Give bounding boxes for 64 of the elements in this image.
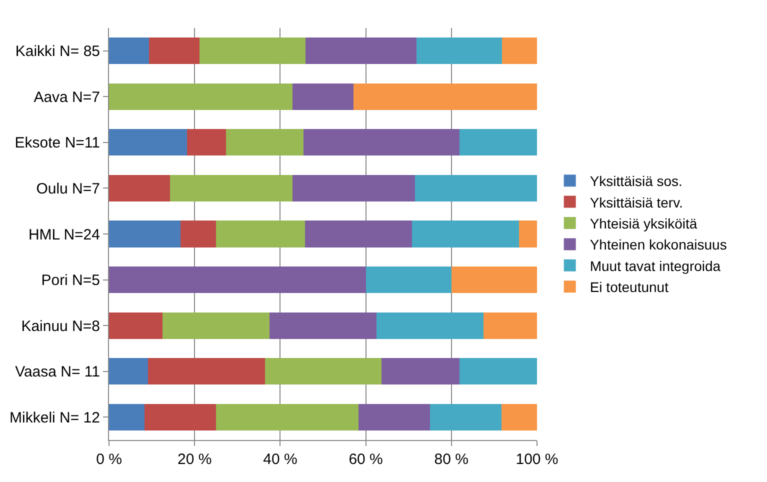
y-tick-label: Aava N=7	[34, 88, 100, 106]
bar	[376, 312, 484, 339]
bar	[305, 220, 412, 248]
legend-label: Muut tavat integroida	[590, 258, 721, 274]
bar	[148, 358, 265, 385]
y-tick-label: Kaikki N= 85	[15, 43, 100, 60]
x-tick-label: 60 %	[348, 451, 383, 468]
x-tick-label: 100 %	[516, 451, 558, 468]
bar	[460, 358, 537, 385]
y-tick-label: Pori N=5	[41, 272, 100, 290]
bar	[109, 174, 170, 202]
y-tick-label: HML N=24	[28, 226, 100, 244]
bar	[149, 38, 200, 64]
bar	[170, 174, 293, 202]
legend-label: Ei toteutunut	[590, 279, 669, 296]
x-tick-label: 0 %	[96, 451, 122, 468]
bar	[519, 220, 537, 248]
bar	[109, 220, 180, 248]
bar	[200, 38, 306, 64]
bar	[144, 404, 216, 430]
bar	[304, 129, 460, 156]
bar	[292, 83, 354, 110]
bar	[501, 404, 537, 430]
bar	[292, 174, 416, 202]
legend-label: Yhteisiä yksiköitä	[590, 215, 698, 232]
bar	[109, 358, 148, 385]
bar	[109, 83, 293, 110]
bar	[216, 220, 306, 248]
bar	[109, 404, 145, 430]
bar	[460, 129, 537, 156]
bar	[109, 38, 150, 64]
bar	[366, 266, 452, 294]
bar	[382, 358, 460, 385]
y-tick-label: Kainuu N=8	[21, 318, 100, 335]
bar	[109, 266, 366, 294]
y-tick-label: Mikkeli N= 12	[10, 409, 100, 426]
legend-label: Yksittäisiä sos.	[590, 173, 682, 190]
bar	[305, 38, 416, 64]
bar	[186, 129, 226, 156]
bar	[162, 312, 270, 339]
legend-label: Yksittäisiä terv.	[590, 194, 683, 210]
bar	[264, 358, 382, 385]
bar	[180, 220, 216, 248]
x-tick-label: 20 %	[178, 451, 212, 468]
bar	[502, 38, 537, 64]
bar	[430, 404, 502, 430]
bar	[412, 220, 520, 248]
y-tick-label: Vaasa N= 11	[15, 364, 100, 381]
bar	[270, 312, 376, 339]
bar	[226, 129, 304, 156]
y-tick-label: Eksote N=11	[14, 134, 100, 152]
bar	[451, 266, 537, 294]
bar	[484, 312, 537, 339]
bar	[415, 174, 537, 202]
bar	[353, 83, 537, 110]
y-tick-label: Oulu N=7	[36, 180, 100, 198]
bar	[109, 312, 162, 339]
bar	[109, 129, 187, 156]
bar	[216, 404, 359, 430]
x-tick-label: 40 %	[263, 451, 298, 468]
bar	[358, 404, 430, 430]
x-tick-label: 80 %	[434, 451, 468, 468]
bar	[416, 38, 502, 64]
legend-label: Yhteinen kokonaisuus	[590, 236, 727, 253]
